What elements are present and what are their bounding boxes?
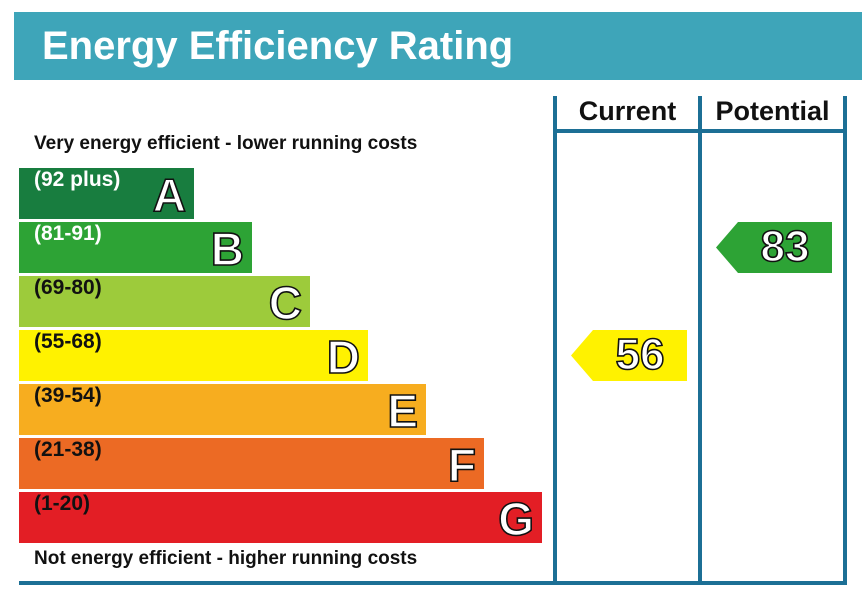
- band-b: (81-91) B: [19, 222, 252, 276]
- header-underline: [553, 129, 847, 133]
- page-title: Energy Efficiency Rating: [42, 24, 514, 68]
- band-letter: F: [447, 438, 477, 492]
- band-range-label: (81-91): [34, 222, 102, 245]
- potential-arrow-shape: [716, 222, 832, 273]
- band-g: (1-20) G: [19, 492, 542, 546]
- divider-left: [553, 96, 557, 584]
- divider-right: [843, 96, 847, 584]
- band-letter: G: [497, 492, 534, 546]
- band-range-label: (39-54): [34, 384, 102, 407]
- potential-rating-arrow: 83: [716, 221, 832, 273]
- band-c: (69-80) C: [19, 276, 310, 330]
- band-letter: B: [210, 222, 245, 276]
- band-letter: D: [326, 330, 361, 384]
- current-arrow-shape: [571, 330, 687, 381]
- band-f: (21-38) F: [19, 438, 484, 492]
- band-a: (92 plus) A: [19, 168, 194, 222]
- band-e: (39-54) E: [19, 384, 426, 438]
- band-range-label: (21-38): [34, 438, 102, 461]
- band-range-label: (69-80): [34, 276, 102, 299]
- bottom-caption: Not energy efficient - higher running co…: [34, 548, 418, 569]
- current-column-title: Current: [578, 96, 677, 126]
- potential-column-title: Potential: [715, 96, 830, 126]
- potential-rating-value: 83: [760, 221, 811, 272]
- band-d: (55-68) D: [19, 330, 368, 384]
- current-rating-value: 56: [615, 329, 666, 380]
- band-range-label: (92 plus): [34, 168, 121, 191]
- band-letter: E: [387, 384, 419, 438]
- divider-middle: [698, 96, 702, 584]
- top-caption: Very energy efficient - lower running co…: [34, 133, 418, 154]
- band-range-label: (1-20): [34, 492, 91, 515]
- header-bar: Energy Efficiency Rating: [14, 12, 862, 80]
- bottom-rule: [19, 581, 847, 585]
- band-range-label: (55-68): [34, 330, 102, 353]
- current-rating-arrow: 56: [571, 329, 687, 381]
- band-letter: A: [152, 168, 187, 222]
- band-letter: C: [268, 276, 303, 330]
